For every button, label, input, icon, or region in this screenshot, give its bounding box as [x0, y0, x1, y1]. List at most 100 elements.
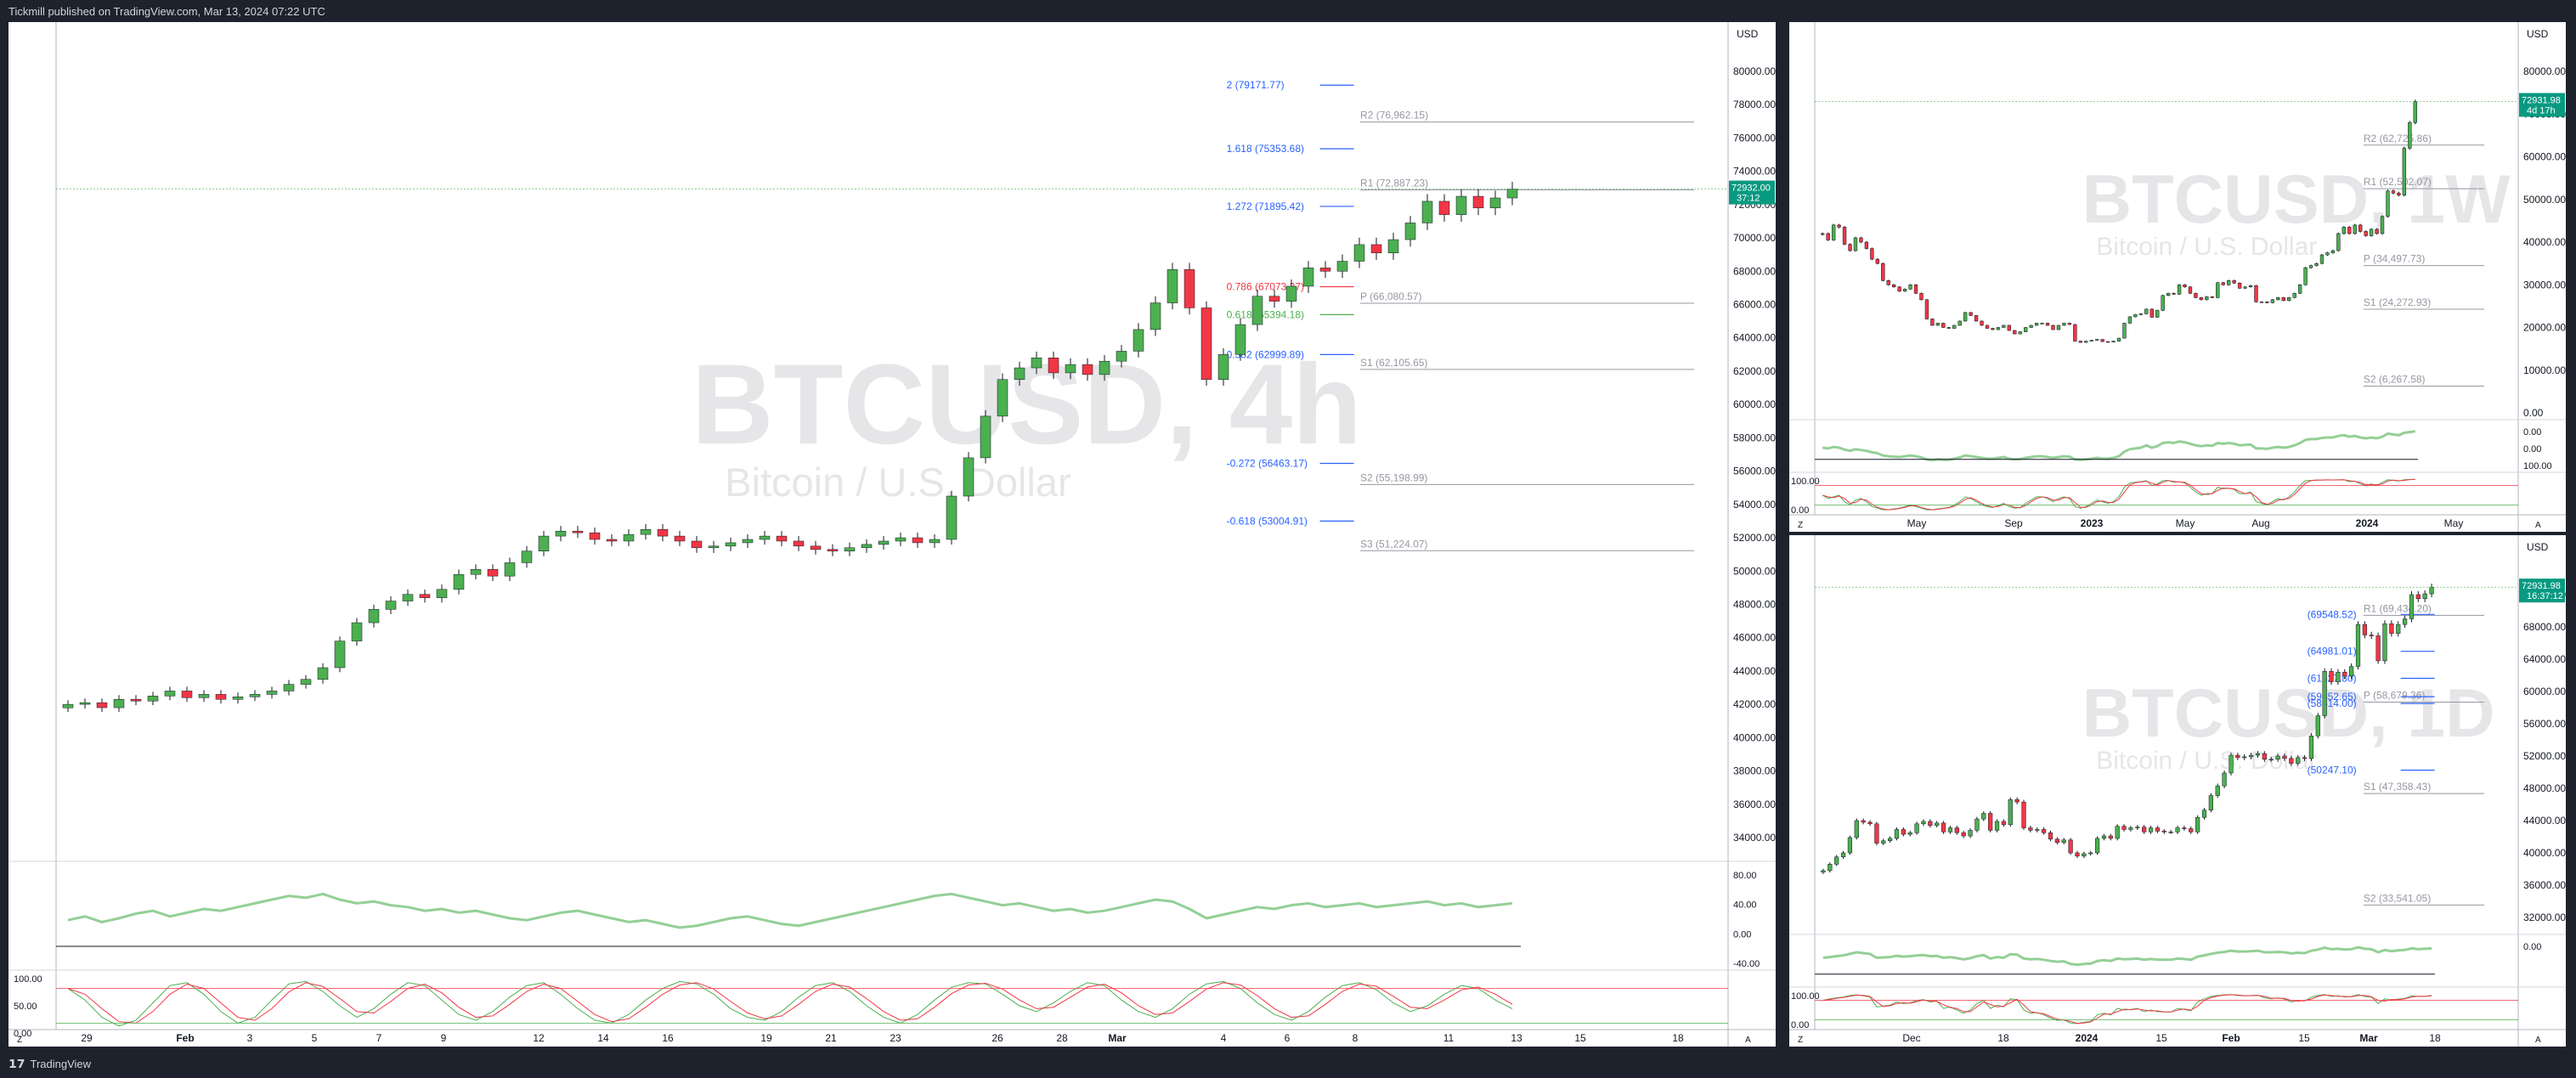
- btc-1w-candle: [1864, 241, 1869, 249]
- btc-1d-pivot-label: R1 (69,434.20): [2364, 602, 2432, 614]
- btc-1w-candle: [2358, 224, 2363, 232]
- btc-1w-candle: [2226, 279, 2231, 285]
- btc-1d-fib-label: (58514.00): [2308, 697, 2357, 709]
- btc-1w-candle: [2138, 313, 2144, 315]
- btc-4h-candle: [725, 542, 737, 547]
- btc-1d-candle: [2014, 799, 2020, 803]
- btc-1w-watermark-symbol: BTCUSD, 1W: [2082, 161, 2511, 238]
- btc-4h-candle: [606, 539, 618, 542]
- btc-1d-candle: [2315, 715, 2320, 737]
- btc-4h-candle: [300, 679, 312, 685]
- btc-1w-candle: [1859, 237, 1863, 243]
- btc-4h-candle: [215, 694, 227, 700]
- btc-4h-y-tick: 78000.00: [1733, 99, 1776, 110]
- btc-1w-candle: [2056, 325, 2061, 330]
- btc-4h-x-tick: 21: [825, 1032, 837, 1044]
- btc-1d-watermark-subtitle: Bitcoin / U.S. Dollar: [2096, 747, 2317, 775]
- btc-1d-candle: [2289, 758, 2294, 764]
- btc-1d-candle: [2042, 829, 2047, 833]
- btc-4h-y-tick: 42000.00: [1733, 698, 1776, 710]
- btc-4h-candle: [504, 562, 516, 577]
- btc-1d-candle: [2182, 827, 2187, 829]
- btc-1d-candle: [2142, 827, 2147, 832]
- btc-4h-rsi-tick: -40.00: [1733, 959, 1760, 969]
- btc-1d-candle: [2322, 671, 2327, 716]
- btc-1d-candle: [2329, 671, 2334, 682]
- btc-1d-candle: [1854, 820, 1859, 838]
- btc-4h-candle: [640, 528, 652, 535]
- btc-4h-y-tick: 74000.00: [1733, 166, 1776, 178]
- btc-1w-candle: [2281, 297, 2285, 302]
- btc-4h-candle: [997, 379, 1008, 417]
- btc-1w-candle: [2078, 341, 2082, 343]
- btc-4h-candle: [895, 537, 907, 542]
- btc-1w-candle: [2287, 297, 2291, 302]
- btc-1d-candle: [2255, 753, 2261, 756]
- btc-1w-chart[interactable]: BTCUSD, 1W Bitcoin / U.S. Dollar USD 80000.…: [1789, 22, 2566, 532]
- btc-4h-x-tick: Feb: [176, 1032, 194, 1044]
- btc-1w-candle: [2144, 308, 2149, 314]
- btc-1w-pivot-label: S1 (24,272.93): [2364, 296, 2431, 308]
- btc-1w-candle: [2111, 341, 2116, 342]
- btc-4h-candle: [861, 544, 873, 549]
- btc-1d-candle: [2101, 835, 2107, 839]
- btc-1w-stoch-tick: 100.00: [1791, 477, 1820, 487]
- btc-1w-candle: [2292, 293, 2296, 298]
- btc-4h-candle: [368, 609, 380, 624]
- btc-1d-y-tick: 64000.00: [2523, 653, 2566, 665]
- btc-4h-candle: [946, 495, 958, 540]
- btc-1w-candle: [2062, 323, 2066, 326]
- btc-1w-candle: [2166, 293, 2171, 296]
- btc-1w-candle: [2303, 267, 2308, 285]
- btc-4h-chart[interactable]: BTCUSD, 4h Bitcoin / U.S. Dollar USD 80000.…: [8, 22, 1776, 1047]
- btc-1w-candle: [2084, 341, 2088, 343]
- btc-1w-candle: [2002, 325, 2006, 328]
- btc-4h-fib-label: 1.272 (71895.42): [1227, 200, 1304, 212]
- btc-1w-candle: [2254, 285, 2258, 302]
- btc-4h-y-tick: 68000.00: [1733, 265, 1776, 277]
- btc-1d-candle: [1881, 840, 1886, 844]
- btc-4h-candle: [113, 698, 125, 708]
- btc-1w-candle: [2067, 323, 2072, 325]
- btc-1w-pivot-label: R1 (52,502.07): [2364, 176, 2432, 188]
- btc-1w-candle: [2364, 231, 2368, 236]
- btc-1w-candle: [2347, 227, 2352, 234]
- btc-1d-candle: [2088, 852, 2093, 855]
- btc-1w-candle: [2402, 148, 2407, 195]
- btc-1w-candle: [2013, 330, 2017, 335]
- btc-1d-x-tick: Mar: [2359, 1032, 2378, 1044]
- btc-1d-candle: [1994, 821, 2000, 831]
- btc-1w-candle: [2314, 262, 2319, 266]
- btc-4h-candle: [521, 550, 533, 563]
- btc-1d-candle: [1901, 829, 1906, 835]
- btc-1d-candle: [2161, 831, 2166, 832]
- btc-1d-pivot-label: S1 (47,358.43): [2364, 781, 2431, 793]
- btc-4h-x-tick: 4: [1221, 1032, 1227, 1044]
- btc-1d-last-price-box: [2519, 579, 2565, 603]
- btc-1d-candle: [1861, 820, 1866, 823]
- btc-1w-rsi-line: [1822, 430, 2416, 462]
- btc-1d-fib-label: (69548.52): [2308, 608, 2357, 620]
- btc-1w-candle: [2276, 297, 2280, 301]
- btc-4h-candle: [198, 694, 210, 698]
- btc-1w-y-tick: 10000.00: [2523, 364, 2566, 376]
- btc-1w-y-tick: 50000.00: [2523, 194, 2566, 206]
- btc-4h-candle: [1302, 268, 1314, 287]
- btc-1w-candle: [2199, 297, 2204, 301]
- btc-4h-candle: [1150, 302, 1161, 330]
- btc-1d-candle: [2302, 757, 2308, 759]
- btc-4h-y-tick: 44000.00: [1733, 665, 1776, 677]
- btc-1w-candle: [2308, 265, 2313, 268]
- btc-1w-stoch-tick: 0.00: [1791, 505, 1809, 516]
- btc-1w-candle: [2210, 296, 2214, 298]
- btc-1w-candle: [1935, 323, 1940, 326]
- btc-1w-candle: [1957, 320, 1962, 326]
- btc-1w-candle: [2194, 293, 2198, 298]
- btc-1w-background: [1789, 22, 2566, 532]
- btc-1d-candle: [2349, 666, 2354, 677]
- btc-1d-candle: [2415, 594, 2421, 599]
